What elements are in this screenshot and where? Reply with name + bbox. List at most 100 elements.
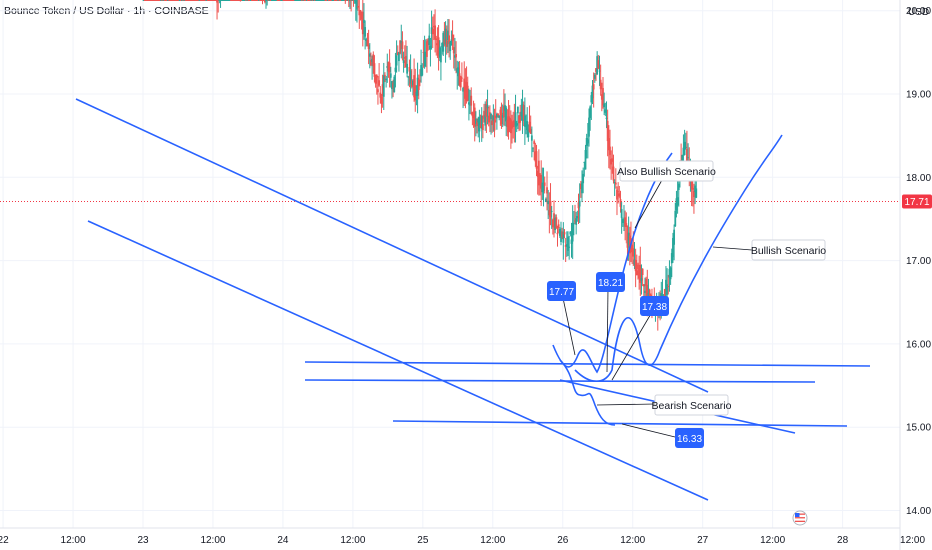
candle-body <box>527 128 530 138</box>
candle <box>645 276 648 298</box>
candle <box>361 0 364 47</box>
candle-body <box>357 5 360 8</box>
candle-body <box>574 220 576 222</box>
candle <box>162 0 165 1</box>
candle <box>523 97 526 145</box>
candle <box>474 111 477 137</box>
candle-body <box>176 0 179 1</box>
y-tick-label: 17.00 <box>906 256 931 267</box>
candle <box>550 206 553 229</box>
candle <box>263 0 266 4</box>
x-tick-label: 12:00 <box>760 535 785 546</box>
candle <box>246 0 249 1</box>
candle <box>358 0 361 29</box>
candle-body <box>284 0 287 1</box>
candle <box>155 0 158 1</box>
candle <box>441 42 443 55</box>
candle-body <box>293 0 295 1</box>
candle <box>481 115 484 139</box>
candle <box>437 25 440 71</box>
candle <box>509 110 512 149</box>
candle <box>352 0 355 7</box>
candle-body <box>668 268 671 278</box>
candle <box>213 0 216 1</box>
candle-body <box>638 268 641 279</box>
badge-16-33-text: 16.33 <box>677 434 702 445</box>
candle <box>277 0 280 1</box>
candle <box>202 0 204 1</box>
candle-body <box>175 0 178 1</box>
candle-body <box>305 0 308 1</box>
candle-body <box>253 0 256 1</box>
candle-body <box>350 0 353 1</box>
candle <box>399 40 402 55</box>
candle-body <box>307 0 309 1</box>
candle-body <box>648 289 651 296</box>
candle-body <box>405 55 407 68</box>
candle-body <box>247 0 250 1</box>
candle <box>427 38 429 51</box>
candle-body <box>154 0 157 1</box>
candle <box>335 0 337 1</box>
candle <box>164 0 167 1</box>
candle-body <box>670 253 673 264</box>
candle <box>606 109 609 157</box>
candle-body <box>181 0 183 1</box>
candle-body <box>400 40 403 44</box>
badge-1821-connector <box>606 287 609 373</box>
candle-body <box>304 0 307 1</box>
annotation-bearish: Bearish Scenario <box>652 394 732 416</box>
candle-body <box>434 25 436 40</box>
candle-body <box>283 0 286 1</box>
candle-body <box>244 0 246 1</box>
badge-17-77-box <box>547 281 576 301</box>
candle <box>346 0 349 1</box>
candle-body <box>270 0 273 1</box>
candle <box>193 0 196 1</box>
candle-body <box>338 0 341 1</box>
candle-body <box>297 0 300 1</box>
candle <box>347 0 350 8</box>
annotation-also-bullish-box <box>619 160 714 182</box>
candle <box>614 168 617 189</box>
candle <box>308 0 311 1</box>
candle <box>584 144 587 170</box>
candle <box>221 0 224 1</box>
x-tick-label: 12:00 <box>340 535 365 546</box>
candle-body <box>252 0 255 1</box>
candle <box>675 190 678 218</box>
currency-label: USD <box>908 7 930 18</box>
candle-body <box>302 0 305 1</box>
candle-body <box>579 183 582 190</box>
candle <box>381 74 384 108</box>
candle-body <box>426 41 428 57</box>
candle-body <box>196 0 199 1</box>
badge-1633-connector <box>621 423 676 438</box>
candle <box>351 0 354 1</box>
candle <box>365 37 368 47</box>
candle <box>564 237 567 263</box>
candle <box>254 0 257 1</box>
candle-body <box>177 0 180 1</box>
candle <box>422 39 425 68</box>
candle-body <box>308 0 311 1</box>
candle <box>294 0 297 1</box>
candle-body <box>170 0 173 1</box>
candle <box>258 0 260 1</box>
candle-body <box>309 0 312 1</box>
candle <box>548 192 551 234</box>
candle <box>572 211 575 236</box>
x-tick-label: 23 <box>137 535 149 546</box>
candle <box>613 179 616 197</box>
candle <box>368 43 371 69</box>
candle-body <box>682 147 685 156</box>
candle <box>273 0 276 1</box>
flag-canton <box>795 513 800 517</box>
candle-body <box>254 0 257 1</box>
candle-body <box>578 200 581 207</box>
candle <box>183 0 186 1</box>
candle-body <box>248 0 251 1</box>
candle <box>586 122 589 159</box>
candle <box>380 94 383 114</box>
